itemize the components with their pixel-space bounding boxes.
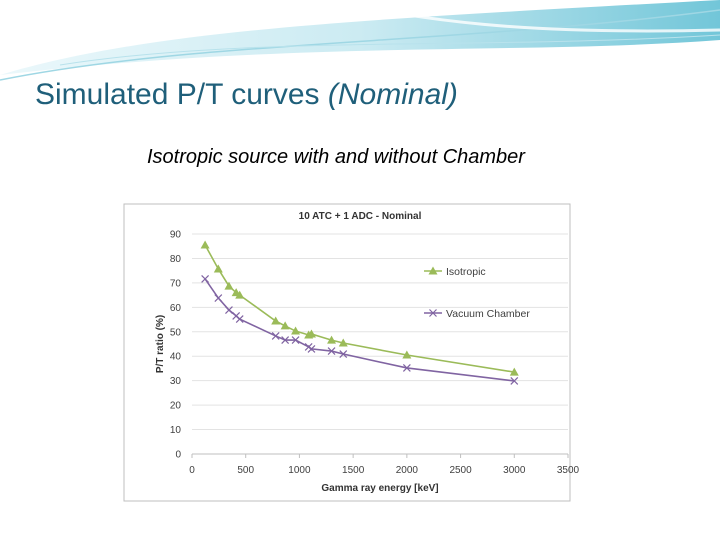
marker-triangle bbox=[428, 266, 438, 275]
slide-subtitle: Isotropic source with and without Chambe… bbox=[147, 146, 526, 168]
marker-x bbox=[291, 336, 300, 345]
legend-label: Vacuum Chamber bbox=[446, 308, 530, 320]
header-decoration bbox=[0, 0, 720, 81]
marker-triangle bbox=[224, 281, 234, 290]
y-tick-label: 30 bbox=[170, 376, 182, 387]
x-tick-label: 1500 bbox=[342, 465, 365, 476]
marker-x bbox=[201, 275, 210, 283]
marker-x bbox=[402, 364, 411, 372]
marker-x bbox=[339, 350, 348, 358]
y-axis-label: P/T ratio (%) bbox=[155, 315, 166, 373]
x-tick-label: 2000 bbox=[396, 465, 419, 476]
marker-x bbox=[214, 294, 223, 302]
y-tick-label: 50 bbox=[170, 327, 182, 338]
legend-label: Isotropic bbox=[446, 266, 486, 278]
marker-triangle bbox=[402, 350, 412, 359]
x-tick-label: 500 bbox=[237, 465, 254, 476]
y-tick-label: 0 bbox=[175, 450, 181, 461]
marker-triangle bbox=[213, 264, 223, 273]
marker-triangle bbox=[235, 290, 245, 299]
marker-x bbox=[429, 309, 437, 317]
x-tick-label: 2500 bbox=[449, 465, 472, 476]
marker-x bbox=[281, 336, 290, 345]
marker-triangle bbox=[291, 326, 301, 335]
y-tick-label: 80 bbox=[170, 254, 182, 265]
y-tick-label: 20 bbox=[170, 401, 182, 412]
marker-x bbox=[510, 376, 519, 385]
marker-triangle bbox=[327, 335, 337, 344]
y-tick-label: 10 bbox=[170, 425, 182, 436]
chart-title: 10 ATC + 1 ADC - Nominal bbox=[299, 211, 422, 222]
y-tick-label: 40 bbox=[170, 352, 182, 363]
marker-triangle bbox=[271, 316, 281, 325]
marker-triangle bbox=[200, 240, 210, 249]
marker-triangle bbox=[280, 321, 290, 330]
y-tick-label: 60 bbox=[170, 303, 182, 314]
y-tick-label: 70 bbox=[170, 278, 182, 289]
x-tick-label: 3000 bbox=[503, 465, 526, 476]
marker-x bbox=[235, 315, 244, 323]
x-tick-label: 1000 bbox=[288, 465, 311, 476]
marker-triangle bbox=[306, 329, 316, 338]
chart-frame bbox=[123, 203, 571, 502]
marker-x bbox=[225, 306, 233, 314]
marker-triangle bbox=[509, 367, 519, 376]
y-tick-label: 90 bbox=[170, 230, 182, 241]
marker-triangle bbox=[338, 338, 348, 347]
x-tick-label: 3500 bbox=[557, 465, 580, 476]
marker-x bbox=[307, 344, 316, 353]
x-tick-label: 0 bbox=[189, 465, 195, 476]
marker-x bbox=[271, 332, 280, 340]
chart: 10 ATC + 1 ADC - Nominal 0 10 20 30 40 50 60 70 8… bbox=[155, 211, 580, 494]
x-axis-label: Gamma ray energy [keV] bbox=[321, 483, 438, 494]
marker-x bbox=[327, 347, 336, 356]
slide-title: Simulated P/T curves (Nominal) bbox=[35, 78, 458, 111]
